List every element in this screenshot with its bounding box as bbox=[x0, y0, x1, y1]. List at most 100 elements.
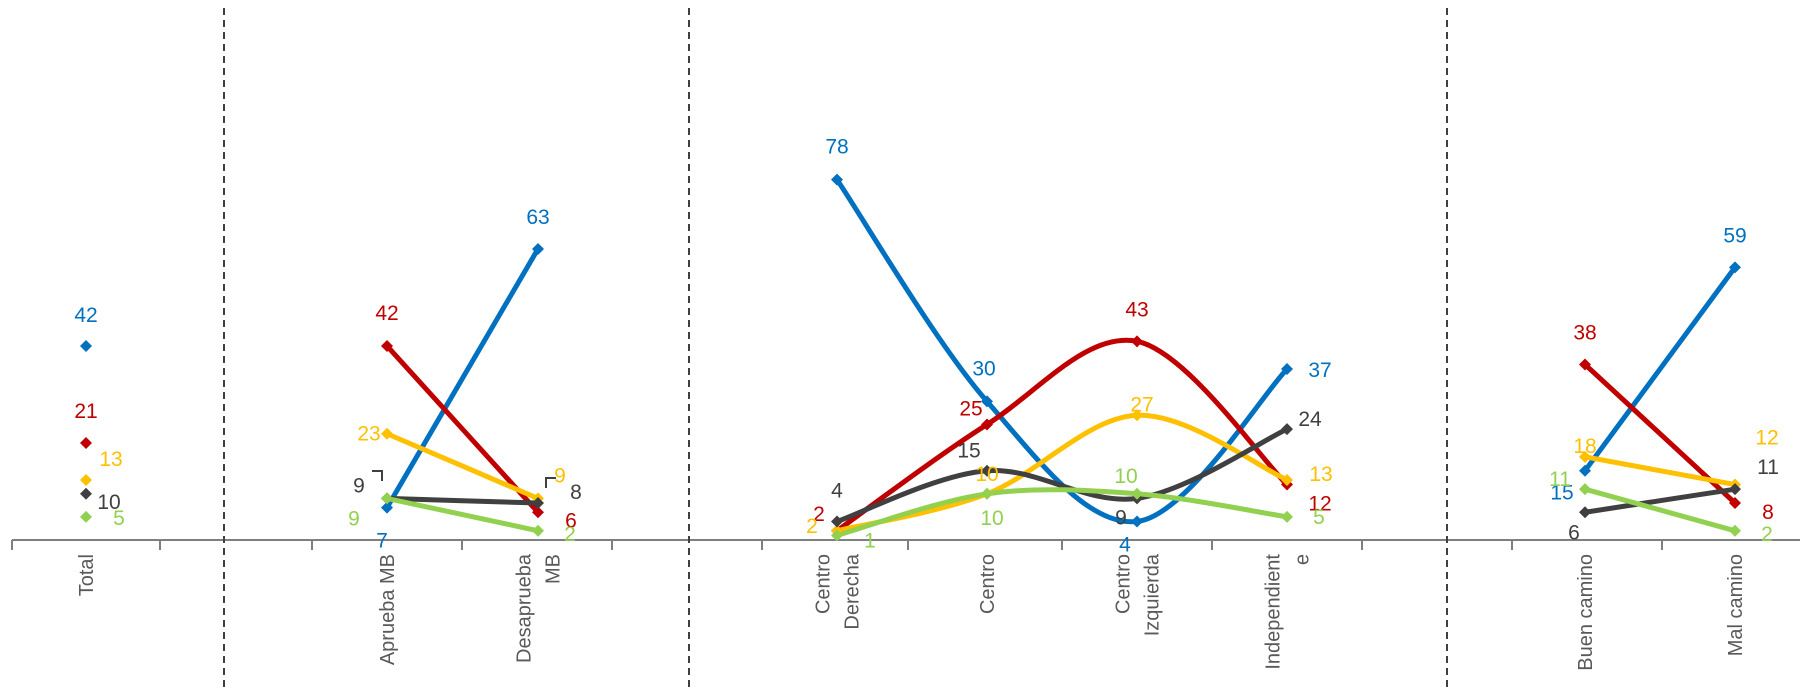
data-label: 4 bbox=[831, 480, 843, 503]
data-label: 8 bbox=[570, 481, 582, 504]
category-label: Centro Izquierda bbox=[1113, 553, 1164, 636]
data-point-marker bbox=[1579, 483, 1591, 496]
data-label: 10 bbox=[97, 491, 120, 514]
data-label: 9 bbox=[353, 474, 365, 497]
data-label: 2 bbox=[813, 503, 825, 526]
data-point-marker bbox=[1281, 473, 1293, 486]
data-point-marker bbox=[1131, 409, 1143, 422]
data-label: 9 bbox=[348, 507, 360, 530]
data-point-marker bbox=[1729, 483, 1741, 496]
data-label: 21 bbox=[74, 400, 97, 423]
data-point-marker bbox=[981, 395, 993, 408]
category-label: Buen camino bbox=[1575, 554, 1597, 671]
data-label: 11 bbox=[1757, 456, 1779, 479]
data-label: 15 bbox=[957, 440, 980, 463]
data-point-marker bbox=[1131, 515, 1143, 528]
data-label: 7 bbox=[376, 530, 388, 553]
data-label: 12 bbox=[1308, 493, 1331, 516]
data-point-marker bbox=[381, 427, 393, 440]
data-label: 13 bbox=[1309, 463, 1332, 486]
data-label: 6 bbox=[1568, 521, 1580, 544]
category-label: Mal camino bbox=[1725, 554, 1747, 656]
data-label: 1 bbox=[864, 529, 876, 552]
data-label: 42 bbox=[74, 304, 97, 327]
data-point-marker bbox=[1729, 497, 1741, 510]
data-point-marker bbox=[831, 173, 843, 186]
data-label: 27 bbox=[1130, 393, 1153, 416]
series-line bbox=[1582, 454, 1738, 488]
category-label: Independient e bbox=[1263, 554, 1314, 670]
data-label: 59 bbox=[1723, 224, 1746, 247]
data-point-marker bbox=[981, 487, 993, 500]
series-line bbox=[1582, 264, 1738, 474]
series-line bbox=[834, 177, 1290, 525]
data-label: 25 bbox=[959, 398, 982, 421]
series-line bbox=[834, 412, 1290, 534]
data-point-marker bbox=[1131, 335, 1143, 348]
group-dividers bbox=[223, 8, 1448, 692]
data-label: 18 bbox=[1573, 435, 1596, 458]
series-line bbox=[1582, 486, 1738, 515]
data-point-marker bbox=[1281, 510, 1293, 523]
data-label: 24 bbox=[1298, 408, 1322, 431]
data-label: 30 bbox=[972, 357, 995, 380]
data-point-marker bbox=[981, 464, 993, 477]
data-point-marker bbox=[532, 506, 544, 519]
data-point-marker bbox=[532, 497, 544, 510]
data-point-marker bbox=[1579, 358, 1591, 371]
data-point-marker bbox=[80, 473, 92, 486]
data-label: 37 bbox=[1308, 359, 1331, 382]
data-point-marker bbox=[1579, 506, 1591, 519]
data-label: 12 bbox=[1755, 427, 1778, 450]
data-label: 5 bbox=[1313, 506, 1325, 529]
data-point-marker bbox=[532, 242, 544, 255]
data-point-marker bbox=[381, 339, 393, 352]
category-label: Centro Derecha bbox=[813, 553, 864, 629]
series-lines bbox=[384, 177, 1738, 538]
data-label: 6 bbox=[565, 509, 577, 532]
x-axis bbox=[11, 539, 1800, 550]
label-leader-line bbox=[372, 470, 383, 481]
data-label: 43 bbox=[1125, 298, 1148, 321]
data-point-marker bbox=[1579, 450, 1591, 463]
data-label: 2 bbox=[564, 523, 576, 546]
data-label: 78 bbox=[825, 136, 848, 159]
data-label: 63 bbox=[526, 206, 549, 229]
data-point-marker bbox=[1281, 423, 1293, 436]
data-point-marker bbox=[1281, 363, 1293, 376]
label-leader-line bbox=[545, 477, 556, 488]
data-point-marker bbox=[80, 487, 92, 500]
series-line bbox=[1582, 486, 1738, 534]
data-label: 8 bbox=[1762, 501, 1774, 524]
category-label: Desaprueba MB bbox=[514, 553, 565, 663]
data-point-marker bbox=[981, 418, 993, 431]
data-point-marker bbox=[381, 492, 393, 505]
data-label: 38 bbox=[1573, 321, 1596, 344]
data-point-marker bbox=[532, 524, 544, 537]
data-point-marker bbox=[1729, 524, 1741, 537]
series-line bbox=[384, 246, 541, 511]
data-label: 2 bbox=[1761, 523, 1773, 546]
series-line bbox=[384, 431, 541, 501]
data-point-marker bbox=[80, 436, 92, 449]
data-label: 23 bbox=[357, 423, 380, 446]
series-line bbox=[384, 343, 541, 515]
data-points bbox=[80, 173, 1741, 542]
data-label: 42 bbox=[375, 302, 398, 325]
series-line bbox=[834, 426, 1290, 525]
category-label: Aprueba MB bbox=[377, 554, 399, 665]
data-label: 9 bbox=[554, 464, 566, 487]
category-label: Centro bbox=[977, 554, 999, 614]
data-point-marker bbox=[831, 529, 843, 542]
data-label: 10 bbox=[1114, 465, 1137, 488]
series-line bbox=[834, 337, 1290, 534]
data-label: 4 bbox=[1119, 534, 1131, 557]
series-line bbox=[384, 495, 541, 534]
series-line bbox=[834, 487, 1290, 538]
data-point-marker bbox=[1579, 464, 1591, 477]
category-labels: Total Aprueba MB Desaprueba MB Centro Derecha… bbox=[76, 553, 1747, 671]
data-label: 11 bbox=[1549, 468, 1571, 491]
data-point-marker bbox=[1729, 261, 1741, 274]
data-label: 5 bbox=[113, 507, 125, 530]
